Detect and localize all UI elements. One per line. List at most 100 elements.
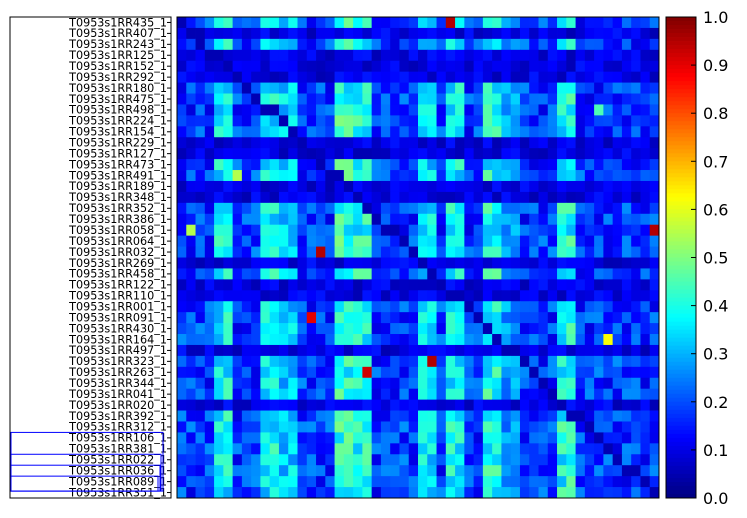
heat-cell [214,399,224,411]
heat-cell [566,191,576,204]
heat-cell [538,202,549,215]
row-label: T0953s1RR125_1 [68,49,167,62]
colorbar-tick-label: 0.1 [703,441,728,460]
heat-cell [362,301,373,313]
heat-cell [482,17,493,29]
heat-cell [399,104,410,116]
heat-cell [631,454,641,466]
heat-cell [390,71,400,83]
heat-cell [353,268,363,280]
heat-cell [334,465,345,477]
heat-cell [380,246,391,258]
heat-cell [362,410,373,422]
heat-cell [260,104,271,116]
heat-cell [362,49,373,62]
heat-cell [436,432,447,444]
heat-cell [455,487,465,499]
heat-cell [334,27,345,40]
heat-cell [343,60,354,73]
row-label: T0953s1RR110_1 [68,290,167,303]
heat-cell [455,246,465,258]
heat-cell [288,137,298,149]
heat-cell [334,377,345,390]
heat-cell [621,366,632,379]
heat-cell [640,27,651,40]
heat-cell [334,115,345,127]
heat-cell [195,355,206,368]
heat-cell [464,476,475,488]
heat-cell [547,235,558,247]
heat-cell [334,323,345,335]
heat-cell [297,38,308,51]
heat-cell [547,191,558,204]
heat-cell [640,126,651,138]
heat-cell [640,49,651,62]
heat-cell [306,115,317,127]
heat-cell [186,443,196,455]
heat-cell [529,268,539,280]
heat-cell [631,148,641,160]
heat-cell [455,17,465,29]
heat-cell [186,191,196,204]
heat-cell [418,465,428,477]
heat-cell [232,399,243,411]
heat-cell [427,137,437,149]
heat-cell [186,38,196,51]
heat-cell [566,170,576,182]
heat-cell [260,213,271,226]
heat-cell [594,104,604,116]
heat-cell [214,410,224,422]
heat-cell [288,388,298,401]
cluster-bracket [10,475,159,492]
heat-cell [232,93,243,105]
heat-cell [325,257,335,269]
heat-cell [214,377,224,390]
heat-cell [325,465,335,477]
heat-cell [575,93,586,105]
heat-cell [621,104,632,116]
heat-cell [177,180,187,193]
heat-cell [584,334,595,346]
heat-cell [464,71,475,83]
heat-cell [306,366,317,379]
heat-cell [473,246,484,258]
heat-cell [575,257,586,269]
heat-cell [427,38,437,51]
heat-cell [316,71,326,83]
heat-cell [204,377,215,390]
heat-cell [371,312,382,324]
heat-cell [343,465,354,477]
heat-cell [325,38,335,51]
colorbar-segment [666,217,696,222]
heat-cell [306,49,317,62]
heat-cell [204,49,215,62]
heat-cell [278,476,289,488]
heat-cell [631,487,641,499]
colorbar-segment [666,485,696,491]
heat-cell [445,93,456,105]
heat-cell [418,487,428,499]
heat-cell [306,301,317,313]
heat-cell [408,399,419,411]
heat-cell [445,443,456,455]
heat-cell [362,421,373,433]
heat-cell [269,377,280,390]
heat-cell [612,235,623,247]
heat-cell [473,82,484,94]
heat-cell [575,235,586,247]
heat-cell [251,246,261,258]
heat-cell [306,159,317,171]
row-label: T0953s1RR180_1 [68,82,167,95]
heat-cell [223,323,234,335]
heat-cell [288,202,298,215]
heat-cell [612,421,623,433]
heat-cell [325,137,335,149]
heat-cell [445,312,456,324]
heat-cell [649,487,660,499]
heat-cell [214,366,224,379]
heat-cell [223,399,234,411]
heat-cell [399,432,410,444]
heat-cell [501,137,512,149]
heat-cell [547,170,558,182]
heat-cell [649,17,660,29]
